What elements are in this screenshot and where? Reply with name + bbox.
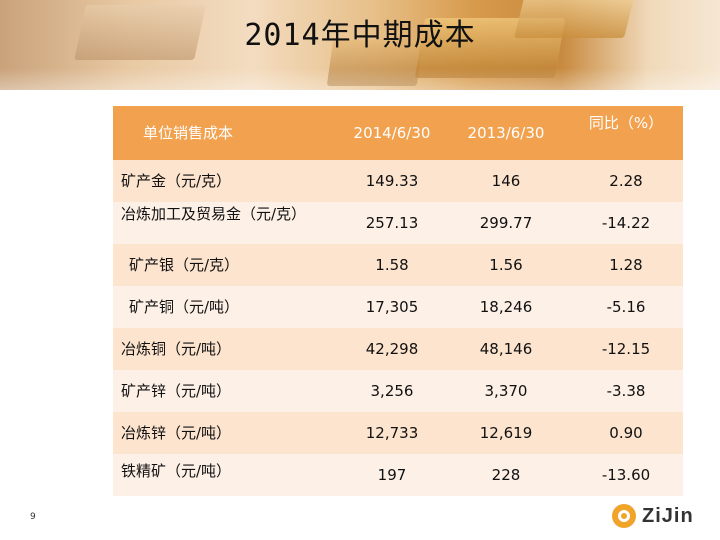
header-cell: 单位销售成本	[142, 124, 233, 142]
cell-2014: 197	[377, 466, 407, 484]
page-number: 9	[30, 512, 36, 522]
cell-yoy: 1.28	[609, 256, 643, 274]
row-label: 冶炼锌（元/吨）	[121, 424, 232, 442]
cell-2014: 12,733	[365, 424, 419, 442]
row-label: 冶炼铜（元/吨）	[121, 340, 232, 358]
row-label: 矿产银（元/克）	[129, 256, 240, 274]
cell-2013: 299.77	[479, 214, 533, 232]
table-row: 铁精矿（元/吨） 197 228 -13.60	[113, 454, 683, 496]
table-row: 矿产铜（元/吨） 17,305 18,246 -5.16	[113, 286, 683, 328]
cell-yoy: -14.22	[601, 214, 651, 232]
table-row: 矿产银（元/克） 1.58 1.56 1.28	[113, 244, 683, 286]
header-cell: 2013/6/30	[467, 124, 545, 142]
zijin-logo-icon	[612, 504, 636, 528]
cell-yoy: -5.16	[606, 298, 646, 316]
cell-2013: 18,246	[479, 298, 533, 316]
cell-yoy: -3.38	[606, 382, 646, 400]
company-logo: ZiJin	[612, 502, 694, 530]
row-label: 铁精矿（元/吨）	[121, 462, 232, 480]
cell-2014: 149.33	[365, 172, 419, 190]
cell-2014: 3,256	[370, 382, 414, 400]
cell-2013: 12,619	[479, 424, 533, 442]
table-row: 矿产锌（元/吨） 3,256 3,370 -3.38	[113, 370, 683, 412]
cell-2014: 1.58	[375, 256, 409, 274]
cell-2013: 48,146	[479, 340, 533, 358]
cell-yoy: -13.60	[601, 466, 651, 484]
header-cell: 同比（%）	[588, 114, 664, 132]
row-label: 矿产铜（元/吨）	[129, 298, 240, 316]
row-label: 矿产金（元/克）	[121, 172, 232, 190]
cell-2013: 1.56	[489, 256, 523, 274]
table-row: 冶炼铜（元/吨） 42,298 48,146 -12.15	[113, 328, 683, 370]
cell-yoy: 0.90	[609, 424, 643, 442]
cell-yoy: -12.15	[601, 340, 651, 358]
cell-2013: 3,370	[484, 382, 528, 400]
row-label: 冶炼加工及贸易金（元/克）	[121, 205, 307, 223]
cell-2013: 228	[491, 466, 521, 484]
cell-2014: 17,305	[365, 298, 419, 316]
table-header: 单位销售成本 2014/6/30 2013/6/30 同比（%）	[113, 106, 683, 160]
page-title: 2014年中期成本	[244, 18, 476, 53]
logo-text: ZiJin	[642, 504, 694, 527]
header-banner	[0, 0, 720, 90]
cell-2014: 257.13	[365, 214, 419, 232]
header-cell: 2014/6/30	[353, 124, 431, 142]
cell-yoy: 2.28	[609, 172, 643, 190]
table-row: 矿产金（元/克） 149.33 146 2.28	[113, 160, 683, 202]
cell-2014: 42,298	[365, 340, 419, 358]
table-row: 冶炼锌（元/吨） 12,733 12,619 0.90	[113, 412, 683, 454]
row-label: 矿产锌（元/吨）	[121, 382, 232, 400]
banner-fade	[0, 68, 720, 90]
table-row: 冶炼加工及贸易金（元/克） 257.13 299.77 -14.22	[113, 202, 683, 244]
cell-2013: 146	[491, 172, 521, 190]
